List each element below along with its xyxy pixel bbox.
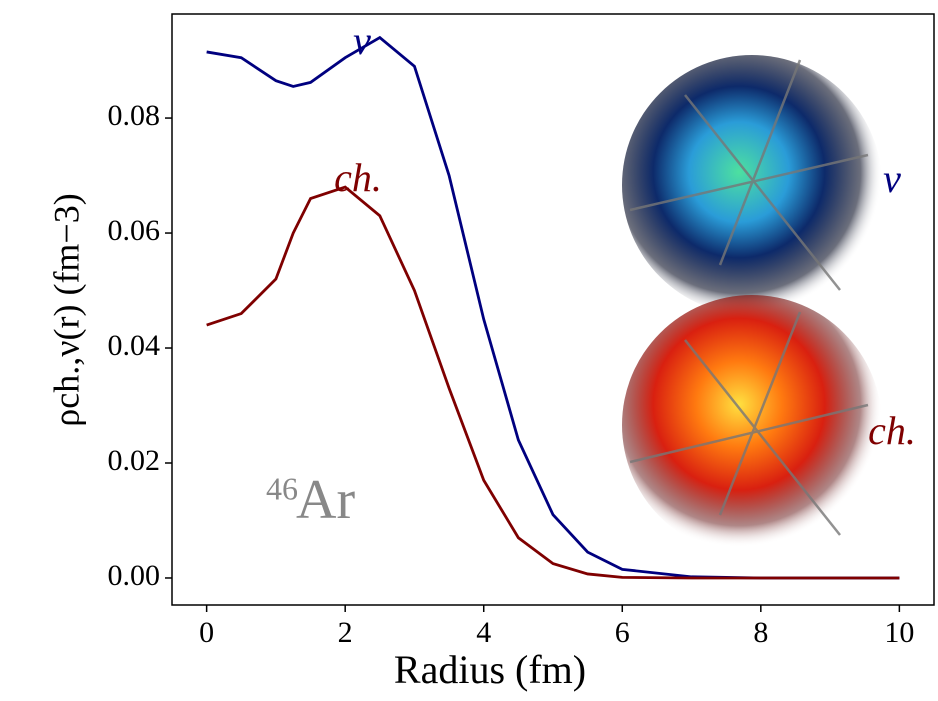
neutron-density-image: [622, 55, 882, 315]
isotope-symbol: Ar: [296, 469, 355, 531]
y-axis-label: ρch.,ν(r) (fm−3): [46, 193, 86, 426]
y-tick-label: 0.06: [108, 214, 161, 247]
x-tick-label: 0: [199, 616, 214, 649]
series-label: ν: [353, 18, 371, 63]
isotope-mass: 46: [266, 470, 298, 506]
y-tick-label: 0.08: [108, 99, 161, 132]
series-label: ν: [883, 156, 901, 201]
series-label: ch.: [334, 155, 382, 200]
y-tick-label: 0.04: [108, 329, 161, 362]
x-tick-label: 6: [615, 616, 630, 649]
series-line: [206, 35, 900, 580]
x-tick-label: 2: [338, 616, 353, 649]
series-label: ch.: [868, 408, 916, 453]
series-line: [206, 185, 900, 580]
charge-density-image: [622, 295, 882, 555]
x-tick-label: 10: [884, 616, 914, 649]
y-tick-label: 0.00: [108, 559, 161, 592]
plot-frame: [171, 13, 935, 606]
x-tick-label: 8: [753, 616, 768, 649]
x-axis-label: Radius (fm): [394, 647, 586, 692]
x-tick-label: 4: [476, 616, 491, 649]
y-tick-label: 0.02: [108, 444, 161, 477]
